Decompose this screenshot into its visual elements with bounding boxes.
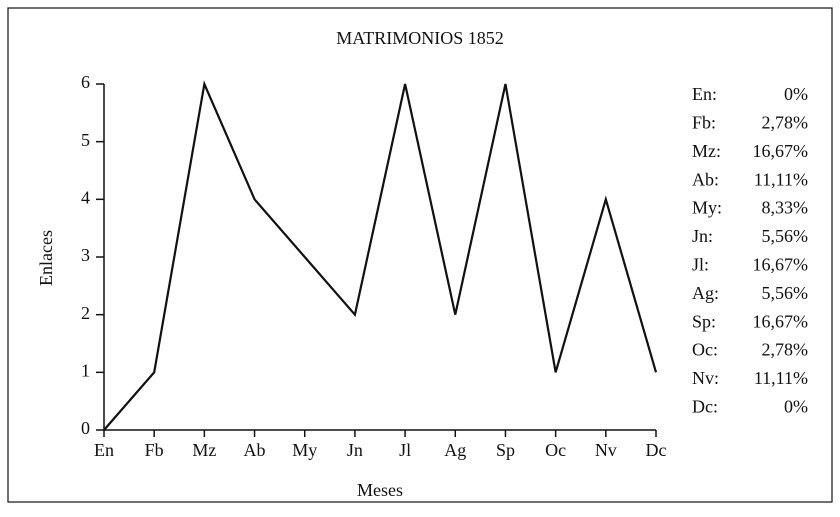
summary-value: 11,11% <box>754 169 808 189</box>
y-tick-label: 6 <box>81 72 90 92</box>
summary-label: Ab: <box>692 169 719 189</box>
x-axis-label: Meses <box>357 480 403 500</box>
summary-value: 16,67% <box>753 255 809 275</box>
summary-label: Nv: <box>692 368 719 388</box>
frame <box>7 7 833 503</box>
y-tick-label: 2 <box>81 303 90 323</box>
x-tick-label: Jl <box>399 440 411 460</box>
summary-value: 5,56% <box>762 283 809 303</box>
summary-label: Oc: <box>692 340 718 360</box>
x-tick-label: Oc <box>545 440 566 460</box>
summary-label: En: <box>692 84 717 104</box>
summary-label: Fb: <box>692 113 716 133</box>
y-tick-label: 3 <box>81 245 90 265</box>
summary-value: 0% <box>784 397 808 417</box>
x-tick-label: Sp <box>496 440 515 460</box>
x-tick-label: Nv <box>595 440 617 460</box>
summary-label: Jl: <box>692 255 709 275</box>
summary-label: Jn: <box>692 226 713 246</box>
summary-label: Sp: <box>692 311 716 331</box>
summary-value: 16,67% <box>753 311 809 331</box>
x-tick-label: Dc <box>646 440 667 460</box>
y-tick-label: 5 <box>81 130 90 150</box>
data-line <box>103 80 658 431</box>
y-axis-label: Enlaces <box>36 230 56 286</box>
x-tick-label: Ab <box>244 440 266 460</box>
x-tick-label: Fb <box>145 440 164 460</box>
x-tick-label: My <box>292 440 317 460</box>
summary-label: Mz: <box>692 141 721 161</box>
y-tick-label: 4 <box>81 187 90 207</box>
x-tick-label: Jn <box>347 440 363 460</box>
y-tick-label: 1 <box>81 360 90 380</box>
summary-value: 5,56% <box>762 226 809 246</box>
summary-label: Ag: <box>692 283 719 303</box>
summary-label: Dc: <box>692 397 718 417</box>
summary-value: 11,11% <box>754 368 808 388</box>
y-tick-label: 0 <box>81 418 90 438</box>
summary-value: 8,33% <box>762 198 809 218</box>
chart-title: MATRIMONIOS 1852 <box>336 28 504 48</box>
x-tick-label: Mz <box>192 440 216 460</box>
summary-value: 16,67% <box>753 141 809 161</box>
summary-value: 2,78% <box>762 113 809 133</box>
summary-value: 2,78% <box>762 340 809 360</box>
summary-label: My: <box>692 198 722 218</box>
x-tick-label: Ag <box>444 440 466 460</box>
summary-value: 0% <box>784 84 808 104</box>
x-tick-label: En <box>94 440 114 460</box>
